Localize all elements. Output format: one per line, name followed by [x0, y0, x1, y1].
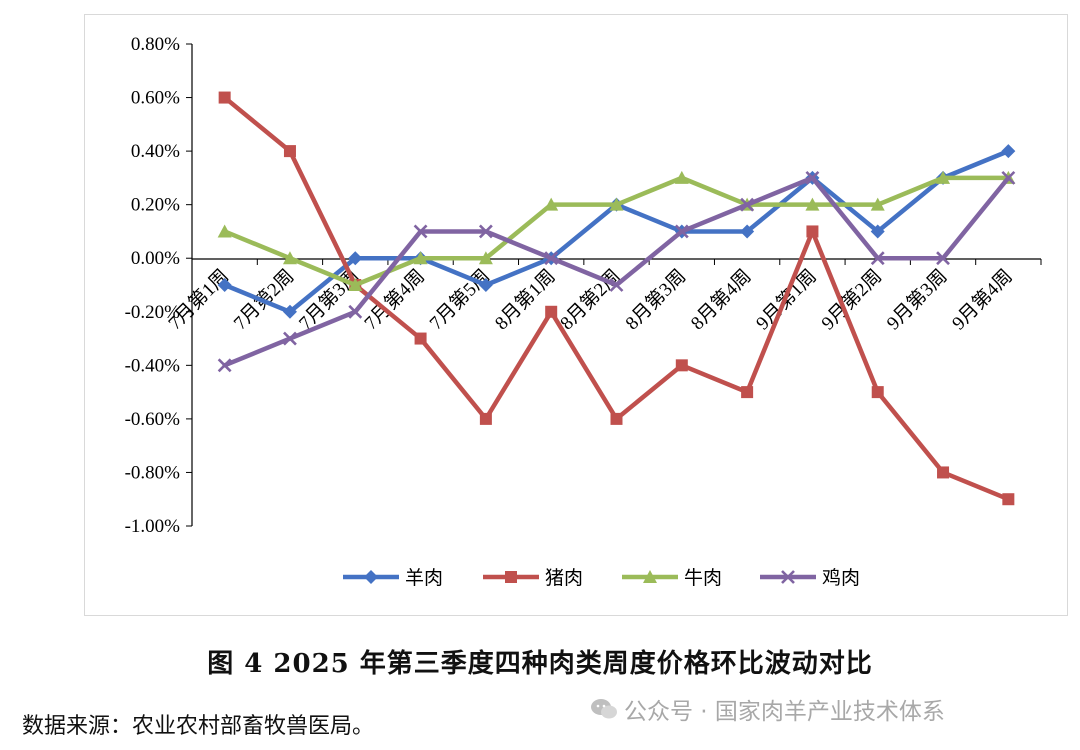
data-point — [217, 358, 232, 373]
legend-item: 鸡肉 — [760, 567, 860, 589]
x-tick-label: 8月第1周 — [490, 265, 559, 334]
legend-label: 鸡肉 — [822, 567, 860, 589]
axes: 0.80% 0.60% 0.40% 0.20% 0.00% -0.20% -0.40% -0.… — [125, 34, 1042, 537]
y-tick-label: 0.00% — [131, 248, 180, 269]
data-point — [282, 251, 297, 265]
data-point — [741, 386, 754, 399]
data-point — [609, 278, 624, 292]
data-point — [740, 197, 755, 212]
x-tick-label: 7月第1周 — [164, 265, 233, 334]
data-point — [936, 251, 950, 266]
data-source-note: 数据来源：农业农村部畜牧兽医局。 — [22, 714, 375, 739]
y-tick-label: -1.00% — [125, 516, 181, 537]
data-point — [478, 224, 493, 239]
watermark: 公众号 · 国家肉羊产业技术体系 — [590, 692, 945, 726]
data-point — [1002, 493, 1015, 506]
data-point — [1001, 170, 1016, 185]
y-tick-label: -0.20% — [125, 302, 181, 323]
x-tick-label: 9月第3周 — [882, 265, 951, 334]
data-point — [937, 466, 950, 479]
wechat-icon — [591, 699, 617, 719]
data-point — [610, 412, 623, 425]
data-point — [870, 197, 885, 211]
y-tick-label: 0.60% — [131, 88, 180, 109]
data-point — [870, 251, 885, 266]
data-point — [217, 278, 232, 292]
data-point — [674, 224, 689, 239]
data-point — [643, 570, 657, 583]
data-point — [348, 304, 363, 319]
data-point — [505, 571, 517, 583]
data-point — [478, 278, 493, 292]
data-point — [805, 197, 820, 211]
data-point — [283, 145, 296, 158]
y-tick-label: -0.60% — [125, 409, 181, 430]
data-point — [870, 224, 885, 239]
legend: 羊肉 猪肉 牛肉 鸡肉 — [343, 567, 860, 589]
line-chart: 0.80% 0.60% 0.40% 0.20% 0.00% -0.20% -0.40% -0.… — [125, 34, 1042, 589]
data-point — [805, 170, 820, 185]
x-tick-label: 9月第4周 — [948, 265, 1017, 334]
y-tick-label: 0.80% — [131, 34, 180, 55]
y-tick-label: 0.20% — [131, 195, 180, 216]
x-tick-label: 8月第4周 — [686, 265, 755, 334]
data-point — [283, 331, 297, 346]
chart-frame: 0.80% 0.60% 0.40% 0.20% 0.00% -0.20% -0.40% -0.… — [84, 14, 1068, 616]
legend-item: 羊肉 — [343, 567, 443, 589]
data-point — [740, 224, 755, 239]
data-point — [478, 251, 493, 265]
data-point — [282, 304, 297, 319]
data-point — [364, 570, 378, 584]
y-tick-label: -0.40% — [125, 355, 181, 376]
data-point — [675, 359, 688, 372]
data-point — [545, 305, 558, 318]
data-point — [217, 224, 232, 238]
data-point — [413, 224, 428, 239]
y-tick-label: 0.40% — [131, 141, 180, 162]
data-point — [674, 170, 689, 184]
data-point — [348, 251, 363, 266]
legend-item: 猪肉 — [483, 567, 583, 589]
data-point — [871, 386, 884, 399]
y-tick-label: -0.80% — [125, 462, 181, 483]
data-point — [348, 278, 363, 291]
data-point — [544, 251, 559, 266]
data-point — [414, 332, 427, 345]
series-layer — [217, 91, 1016, 506]
data-point — [936, 170, 951, 184]
data-point — [544, 197, 559, 211]
legend-item: 牛肉 — [622, 567, 722, 589]
watermark-text: 公众号 · 国家肉羊产业技术体系 — [624, 699, 945, 725]
figure-caption: 图 4 2025 年第三季度四种肉类周度价格环比波动对比 — [207, 649, 873, 679]
data-point — [1001, 144, 1016, 159]
series-4 — [217, 170, 1016, 373]
data-point — [781, 570, 795, 584]
data-point — [609, 197, 624, 211]
legend-label: 猪肉 — [545, 567, 583, 589]
data-point — [413, 251, 428, 265]
legend-label: 牛肉 — [684, 567, 722, 589]
legend-label: 羊肉 — [405, 567, 443, 589]
data-point — [806, 225, 819, 238]
data-point — [479, 412, 492, 425]
data-point — [218, 91, 231, 104]
